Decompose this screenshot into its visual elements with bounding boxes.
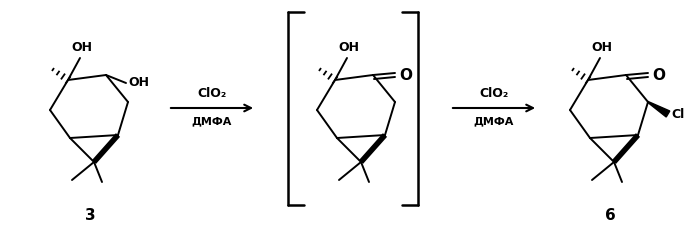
Text: OH: OH: [591, 41, 612, 54]
Text: OH: OH: [338, 41, 359, 54]
Text: ClO₂: ClO₂: [480, 87, 509, 100]
Text: ClO₂: ClO₂: [197, 87, 226, 100]
Text: OH: OH: [71, 41, 92, 54]
Text: OH: OH: [128, 77, 149, 89]
Text: ДМФА: ДМФА: [474, 116, 514, 126]
Text: O: O: [399, 67, 412, 83]
Text: O: O: [652, 67, 665, 83]
Polygon shape: [648, 102, 670, 117]
Text: 6: 6: [605, 208, 615, 223]
Text: Cl: Cl: [671, 107, 684, 121]
Text: ДМФА: ДМФА: [192, 116, 232, 126]
Text: 3: 3: [85, 208, 95, 223]
